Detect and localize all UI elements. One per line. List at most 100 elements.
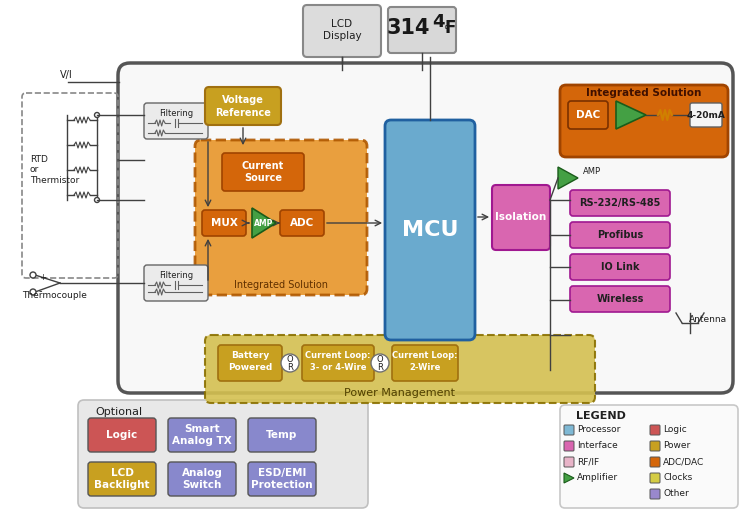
Text: Optional: Optional [95,407,142,417]
Text: LCD
Backlight: LCD Backlight [94,468,150,490]
FancyBboxPatch shape [144,265,208,301]
Circle shape [94,112,100,117]
FancyBboxPatch shape [168,462,236,496]
Text: Reference: Reference [215,108,271,118]
Text: Filtering: Filtering [159,270,193,280]
Text: Display: Display [322,31,361,41]
FancyBboxPatch shape [570,286,670,312]
Text: LCD: LCD [331,19,353,29]
Text: +: + [39,272,46,282]
Text: 3- or 4-Wire: 3- or 4-Wire [310,364,366,372]
FancyBboxPatch shape [248,462,316,496]
Text: Logic: Logic [106,430,137,440]
FancyBboxPatch shape [392,345,458,381]
Text: Interface: Interface [577,442,617,450]
FancyBboxPatch shape [564,441,574,451]
FancyBboxPatch shape [88,462,156,496]
Polygon shape [558,167,578,189]
FancyBboxPatch shape [88,418,156,452]
Text: R: R [377,364,383,372]
Text: Battery: Battery [231,351,269,361]
Text: Wireless: Wireless [597,294,643,304]
Text: Temp: Temp [266,430,298,440]
FancyBboxPatch shape [650,489,660,499]
Polygon shape [616,101,646,129]
Text: RS-232/RS-485: RS-232/RS-485 [580,198,661,208]
Polygon shape [252,208,276,238]
Text: Isolation: Isolation [496,212,547,222]
Text: Logic: Logic [663,425,687,435]
Text: Thermocouple: Thermocouple [22,291,87,301]
Text: ADC: ADC [290,218,314,228]
FancyBboxPatch shape [168,418,236,452]
Text: DAC: DAC [576,110,600,120]
Circle shape [30,272,36,278]
FancyBboxPatch shape [78,400,368,508]
Text: Power: Power [663,442,690,450]
FancyBboxPatch shape [650,473,660,483]
Text: O: O [377,354,383,364]
Text: R: R [287,364,293,372]
Text: O: O [287,354,293,364]
FancyBboxPatch shape [560,405,738,508]
Text: Processor: Processor [577,425,620,435]
Text: AMP: AMP [254,219,273,227]
FancyBboxPatch shape [303,5,381,57]
FancyBboxPatch shape [568,101,608,129]
Text: Current Loop:: Current Loop: [392,351,458,361]
Text: AMP: AMP [583,167,601,175]
Text: IO Link: IO Link [601,262,639,272]
Text: 4-20mA: 4-20mA [687,110,725,120]
Text: Source: Source [244,173,282,183]
Text: Filtering: Filtering [159,109,193,117]
FancyBboxPatch shape [248,418,316,452]
Circle shape [371,354,389,372]
FancyBboxPatch shape [385,120,475,340]
FancyBboxPatch shape [560,85,728,157]
FancyBboxPatch shape [650,457,660,467]
Circle shape [30,289,36,295]
Text: 314: 314 [386,18,429,38]
Circle shape [94,198,100,203]
Text: V/I: V/I [60,70,73,80]
FancyBboxPatch shape [564,457,574,467]
Text: Analog
Switch: Analog Switch [181,468,222,490]
Text: -: - [39,286,42,296]
Text: Other: Other [663,489,689,499]
Text: Current Loop:: Current Loop: [305,351,371,361]
FancyBboxPatch shape [388,7,456,53]
FancyBboxPatch shape [302,345,374,381]
Text: MCU: MCU [402,220,458,240]
FancyBboxPatch shape [202,210,246,236]
Text: ESD/EMI
Protection: ESD/EMI Protection [251,468,313,490]
FancyBboxPatch shape [570,254,670,280]
Text: Smart
Analog TX: Smart Analog TX [172,424,232,446]
Text: RF/IF: RF/IF [577,458,599,466]
Text: ADC/DAC: ADC/DAC [663,458,704,466]
Text: 2-Wire: 2-Wire [409,364,441,372]
FancyBboxPatch shape [205,335,595,403]
Text: Clocks: Clocks [663,473,692,483]
FancyBboxPatch shape [222,153,304,191]
Text: °: ° [443,25,447,35]
Text: Integrated Solution: Integrated Solution [234,280,328,290]
FancyBboxPatch shape [570,190,670,216]
Text: Current: Current [242,161,284,171]
Text: Amplifier: Amplifier [577,473,618,483]
Text: Powered: Powered [228,364,272,372]
Text: RTD
or
Thermistor: RTD or Thermistor [30,155,80,185]
FancyBboxPatch shape [118,63,733,393]
Text: Antenna: Antenna [689,315,727,325]
FancyBboxPatch shape [280,210,324,236]
Text: Profibus: Profibus [597,230,643,240]
Circle shape [281,354,299,372]
FancyBboxPatch shape [564,425,574,435]
FancyBboxPatch shape [218,345,282,381]
Text: LEGEND: LEGEND [576,411,626,421]
FancyBboxPatch shape [650,425,660,435]
FancyBboxPatch shape [492,185,550,250]
FancyBboxPatch shape [650,441,660,451]
FancyBboxPatch shape [690,103,722,127]
FancyBboxPatch shape [205,87,281,125]
Text: F: F [444,19,455,37]
